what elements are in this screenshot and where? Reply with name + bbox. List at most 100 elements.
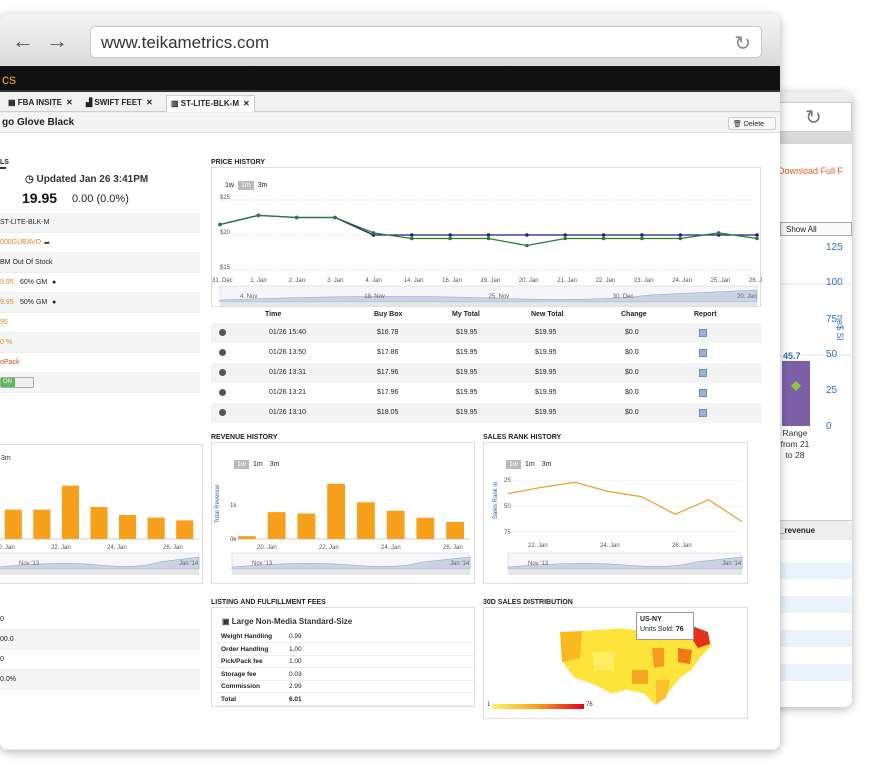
data-point <box>486 236 491 241</box>
navigator-tick: Nov '13 <box>252 561 273 567</box>
tab-st-lite[interactable]: ▥ ST-LITE-BLK-M ✕ <box>166 95 255 112</box>
tab-swift-feet[interactable]: ▟ SWIFT FEET ✕ <box>82 95 157 112</box>
extra-value[interactable]: 0 % <box>0 339 13 346</box>
close-icon[interactable]: ✕ <box>65 98 73 107</box>
app-logo[interactable]: cs <box>2 71 16 87</box>
bar <box>119 515 137 539</box>
download-link[interactable]: Download Full F <box>778 166 844 176</box>
col-report[interactable]: Report <box>694 311 717 318</box>
info-icon[interactable]: ● <box>52 279 57 286</box>
close-icon[interactable]: ✕ <box>243 99 250 108</box>
tab-fba-insite[interactable]: ▦ FBA INSITE ✕ <box>4 95 77 112</box>
forward-arrow-icon[interactable]: → <box>46 28 68 53</box>
navigator-tick: Jan '14 <box>179 561 199 567</box>
range-1m[interactable]: 1m <box>252 461 263 468</box>
extra-value[interactable]: oPack <box>0 359 20 366</box>
fee-value: 1.00 <box>289 658 302 665</box>
box-icon: ▣ <box>222 617 232 626</box>
back-arrow-icon[interactable]: ← <box>12 28 34 53</box>
fee-label: Weight Handling <box>221 633 273 640</box>
delete-label: Delete <box>743 121 765 128</box>
cell-change: $0.0 <box>625 409 639 416</box>
on-toggle[interactable]: ON <box>0 377 34 388</box>
seller-link[interactable]: 000GUEAVO <box>0 239 42 246</box>
table-row[interactable]: 01/26 13:31 $17.96 $19.95 $19.95 $0.0 <box>211 363 761 383</box>
sales-rank-line-chart: 25 50 75 22. Jan 24. Jan 26. Jan Nov '13 Jan '1… <box>504 478 743 575</box>
col-time[interactable]: Time <box>265 311 282 318</box>
fee-row: Total 6.01 <box>217 694 475 706</box>
range-1m[interactable]: 1m <box>524 461 535 468</box>
share-icon[interactable]: ➦ <box>44 240 50 247</box>
navigator-tick: Nov '13 <box>19 561 40 567</box>
range-1m[interactable]: 1m <box>237 181 254 190</box>
table-row[interactable]: 01/26 13:10 $18.05 $19.95 $19.95 $0.0 <box>211 403 761 423</box>
check-icon[interactable] <box>219 409 226 416</box>
table-row[interactable]: 01/26 15:40 $16.78 $19.95 $19.95 $0.0 <box>211 323 761 343</box>
fee-row: Storage fee 0.03 <box>217 669 475 681</box>
check-icon[interactable] <box>219 389 226 396</box>
range-3m[interactable]: 3m <box>257 182 268 189</box>
reload-icon[interactable]: ↻ <box>734 33 751 55</box>
cell-mytotal: $19.95 <box>456 389 478 396</box>
fee-value: 0.03 <box>289 670 302 678</box>
report-icon[interactable] <box>699 329 707 337</box>
range-1w[interactable]: 1w <box>234 460 249 469</box>
column-header[interactable]: _revenue <box>778 520 852 540</box>
col-newtotal[interactable]: New Total <box>531 311 564 318</box>
delete-button[interactable]: 🗑 Delete <box>728 117 776 130</box>
back-reload-icon[interactable]: ↻ <box>805 107 822 129</box>
x-tick: 22. Jan <box>528 543 548 549</box>
bar <box>90 507 108 539</box>
cell-change: $0.0 <box>625 369 639 376</box>
col-change[interactable]: Change <box>621 311 647 318</box>
map-region-ny <box>690 626 710 648</box>
report-icon[interactable] <box>699 409 707 417</box>
show-all-select[interactable]: Show All <box>780 222 852 236</box>
check-icon[interactable] <box>219 329 226 336</box>
range-1w[interactable]: 1w <box>225 182 234 189</box>
col-mytotal[interactable]: My Total <box>452 311 480 318</box>
x-tick: 23. Jan <box>634 278 654 284</box>
x-tick: 24. Jan <box>600 543 620 549</box>
range-3m[interactable]: 3m <box>541 461 552 468</box>
cell-mytotal: $19.95 <box>456 349 478 356</box>
check-icon[interactable] <box>219 349 226 356</box>
toggle-label: ON <box>1 378 15 387</box>
table-row[interactable]: 01/26 13:50 $17.86 $19.95 $19.95 $0.0 <box>211 343 761 363</box>
bottom-value: 0 <box>0 656 4 663</box>
report-icon[interactable] <box>699 389 707 397</box>
gm-price[interactable]: 9.95 <box>0 279 14 286</box>
info-icon[interactable]: ● <box>52 299 57 306</box>
dashboard: LS ◷ Updated Jan 26 3:41PM 19.95 0.00 (0… <box>0 133 780 749</box>
cell-time: 01/26 13:21 <box>269 389 306 396</box>
fee-value: 1.00 <box>289 645 302 653</box>
extra-value[interactable]: 95 <box>0 319 8 326</box>
report-icon[interactable] <box>699 369 707 377</box>
range-buttons: 1w 1m 3m <box>222 174 271 192</box>
bar <box>782 360 810 426</box>
tab-label: FBA INSITE <box>17 98 62 107</box>
close-icon[interactable]: ✕ <box>145 98 153 107</box>
range-1w[interactable]: 1w <box>506 460 521 469</box>
cell-buybox: $17.96 <box>377 389 399 396</box>
report-icon[interactable] <box>699 349 707 357</box>
check-icon[interactable] <box>219 369 226 376</box>
fee-row: Order Handling 1.00 <box>217 644 475 656</box>
series-line <box>507 481 743 523</box>
us-heat-map[interactable] <box>552 618 722 710</box>
updated-time: ◷ Updated Jan 26 3:41PM <box>25 174 148 185</box>
data-point <box>448 236 452 241</box>
trash-icon: 🗑 <box>733 121 744 128</box>
table-row[interactable]: 01/26 13:21 $17.96 $19.95 $19.95 $0.0 <box>211 383 761 403</box>
sku-row: ST-LITE-BLK-M <box>0 213 200 233</box>
gm-price[interactable]: 9.95 <box>0 299 14 306</box>
range-3m[interactable]: 3m <box>1 455 11 462</box>
address-bar[interactable]: www.teikametrics.com ↻ <box>90 26 762 58</box>
data-point <box>525 243 529 248</box>
series-line <box>219 214 758 247</box>
cell-change: $0.0 <box>625 389 639 396</box>
range-3m[interactable]: 3m <box>269 461 280 468</box>
toggle-row: ON <box>0 373 200 393</box>
x-tick: 31. Dec <box>212 278 233 284</box>
col-buybox[interactable]: Buy Box <box>374 311 403 318</box>
